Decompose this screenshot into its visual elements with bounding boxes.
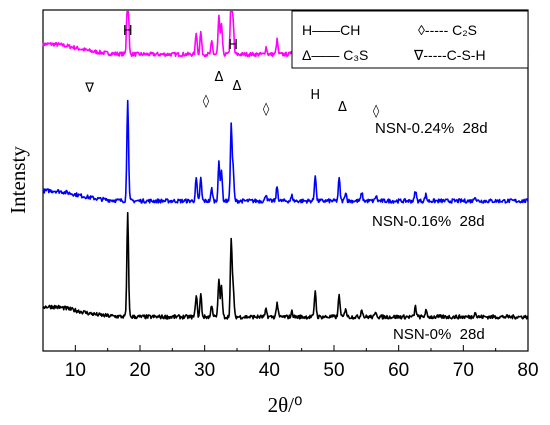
x-tick-label-60: 60 xyxy=(388,360,409,381)
series-labels: NSN-0.24% 28d NSN-0.16% 28d NSN-0% 28d xyxy=(372,120,488,343)
peak-annotation-2: H xyxy=(310,88,320,103)
x-tick-label-80: 80 xyxy=(517,360,538,381)
peak-annotation-5: Δ xyxy=(338,100,347,115)
x-tick-label-10: 10 xyxy=(65,360,86,381)
x-axis-ticks: 10 20 30 40 50 60 70 80 xyxy=(65,345,539,381)
legend-box xyxy=(291,10,529,69)
series-line-2 xyxy=(42,211,529,320)
x-tick-label-20: 20 xyxy=(129,360,150,381)
legend-entry-1: ◊----- C₂S xyxy=(418,22,477,38)
peak-annotation-3: Δ xyxy=(214,70,223,85)
peak-annotation-6: ◊ xyxy=(203,94,210,109)
legend-entry-0: H——CH xyxy=(302,22,360,38)
x-tick-label-70: 70 xyxy=(453,360,474,381)
series-label-2: NSN-0% 28d xyxy=(393,326,485,343)
plot-frame xyxy=(42,9,529,352)
legend-entry-2: Δ—— C₃S xyxy=(302,47,368,63)
peak-annotation-4: Δ xyxy=(233,79,242,94)
peak-annotation-8: ◊ xyxy=(373,104,380,119)
x-tick-label-40: 40 xyxy=(259,360,280,381)
peak-annotation-1: H xyxy=(228,38,238,53)
legend-entries: H——CH ◊----- C₂S Δ—— C₃S ∇-----C-S-H xyxy=(302,22,486,63)
legend: H——CH ◊----- C₂S Δ—— C₃S ∇-----C-S-H xyxy=(291,10,529,69)
series-label-1: NSN-0.16% 28d xyxy=(372,213,485,230)
x-tick-label-50: 50 xyxy=(323,360,344,381)
x-tick-label-30: 30 xyxy=(194,360,215,381)
peak-annotation-7: ◊ xyxy=(263,102,270,117)
series-label-0: NSN-0.24% 28d xyxy=(375,120,488,137)
peak-annotation-9: ∇ xyxy=(84,81,94,96)
series-line-1 xyxy=(42,99,529,204)
legend-entry-3: ∇-----C-S-H xyxy=(413,47,486,63)
x-axis-title: 2θ/⁰ xyxy=(268,393,303,417)
peak-annotation-0: H xyxy=(123,24,133,39)
y-axis-title: Intensty xyxy=(6,146,30,214)
